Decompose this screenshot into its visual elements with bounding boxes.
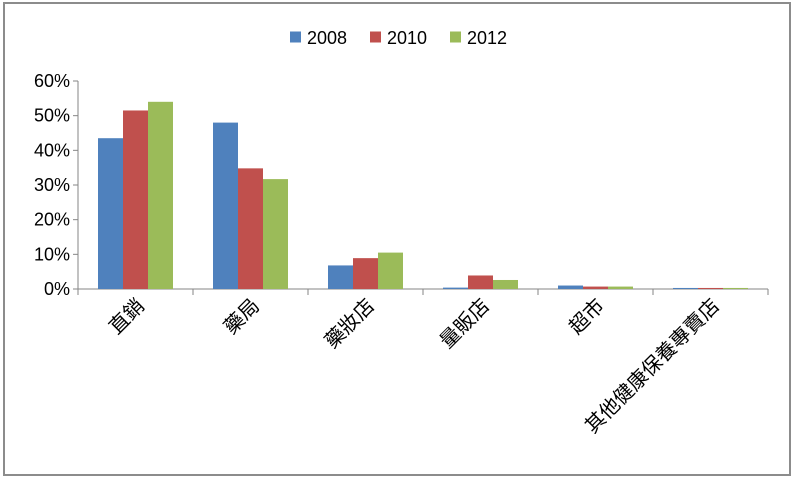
legend-swatch-2008 bbox=[290, 31, 301, 43]
legend-swatch-2012 bbox=[450, 31, 461, 43]
y-tick-label: 60% bbox=[34, 71, 70, 91]
bar-2012-3 bbox=[493, 279, 518, 289]
bar-2010-4 bbox=[583, 286, 608, 289]
y-tick-label: 30% bbox=[34, 175, 70, 195]
category-label-0: 直銷 bbox=[104, 294, 149, 339]
bar-2012-4 bbox=[608, 286, 633, 289]
category-label-2: 藥妝店 bbox=[320, 294, 379, 353]
bar-2008-4 bbox=[558, 285, 583, 289]
bar-2012-1 bbox=[263, 179, 288, 289]
legend-label-2012: 2012 bbox=[467, 28, 507, 48]
x-axis bbox=[77, 288, 769, 295]
y-tick-label: 10% bbox=[34, 244, 70, 264]
bar-2008-5 bbox=[673, 287, 698, 289]
legend-label-2010: 2010 bbox=[387, 28, 427, 48]
bar-2008-1 bbox=[213, 122, 238, 289]
bar-2010-0 bbox=[123, 110, 148, 289]
legend: 2008 2010 2012 bbox=[290, 28, 507, 48]
y-tick-label: 0% bbox=[44, 279, 70, 299]
bar-2012-5 bbox=[723, 287, 748, 289]
bar-2010-3 bbox=[468, 275, 493, 289]
y-tick-label: 20% bbox=[34, 210, 70, 230]
bar-2008-2 bbox=[328, 265, 353, 289]
bars bbox=[98, 101, 748, 289]
legend-swatch-2010 bbox=[370, 31, 381, 43]
bar-2008-3 bbox=[443, 287, 468, 289]
category-label-1: 藥局 bbox=[219, 294, 264, 339]
bar-2008-0 bbox=[98, 138, 123, 289]
y-tick-label: 50% bbox=[34, 106, 70, 126]
bar-2012-2 bbox=[378, 252, 403, 289]
y-axis: 0% 10% 20% 30% 40% 50% 60% bbox=[34, 71, 79, 299]
bar-2012-0 bbox=[148, 101, 173, 289]
bar-2010-5 bbox=[698, 287, 723, 289]
bar-2010-1 bbox=[238, 168, 263, 289]
y-tick-label: 40% bbox=[34, 140, 70, 160]
category-label-3: 量販店 bbox=[435, 294, 494, 353]
bar-2010-2 bbox=[353, 258, 378, 289]
category-label-4: 超市 bbox=[564, 294, 609, 339]
legend-label-2008: 2008 bbox=[307, 28, 347, 48]
